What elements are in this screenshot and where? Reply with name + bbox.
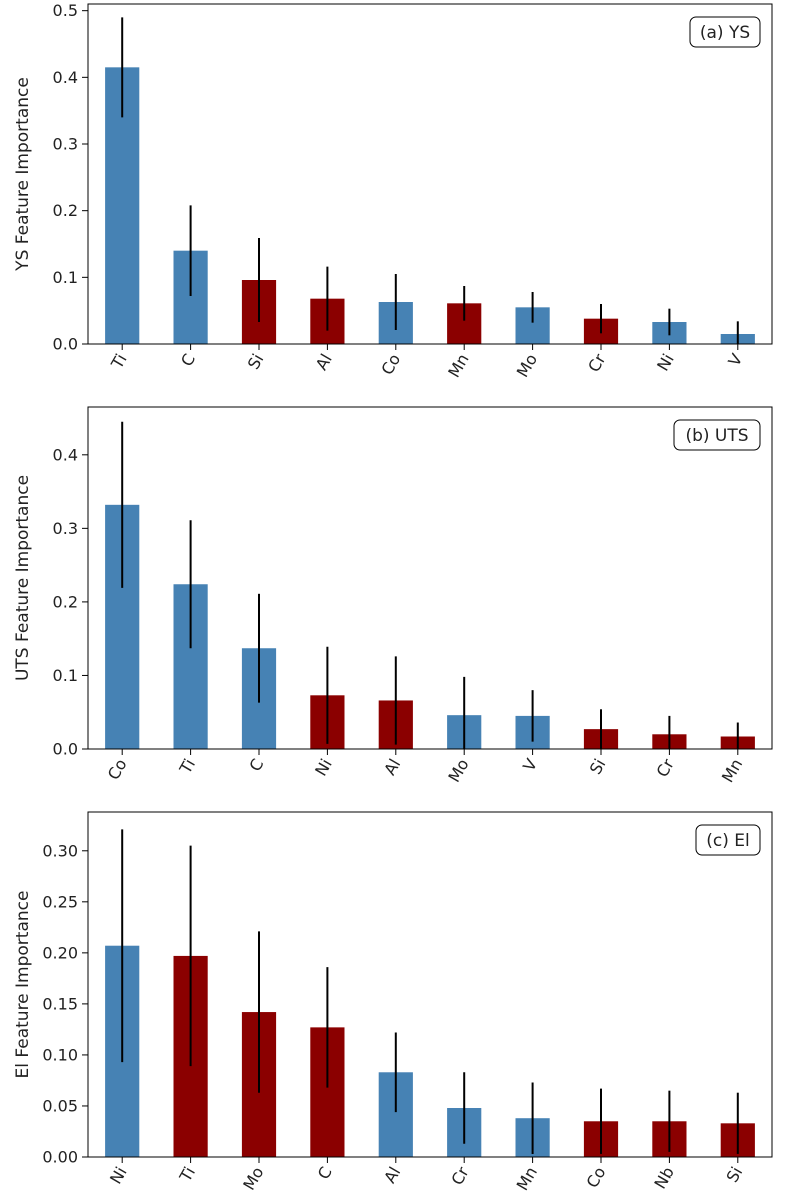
plot-frame	[87, 406, 773, 750]
y-axis-title: El Feature Importance	[13, 891, 33, 1079]
y-tick-label: 0.20	[42, 943, 78, 962]
y-axis-title: UTS Feature Importance	[13, 475, 33, 681]
y-tick-label: 0.3	[53, 135, 78, 154]
x-tick-label-c: C	[245, 756, 267, 775]
panel-tag: (b) UTS	[685, 426, 748, 446]
plot-frame	[87, 811, 773, 1158]
y-tick-label: 0.0	[53, 740, 78, 759]
x-tick-label-si: Si	[244, 351, 268, 373]
panel-tag-box	[695, 824, 761, 856]
x-tick-label-c: C	[314, 1164, 336, 1183]
chart-panel-a-ys: 0.0 0.1 0.2 0.3 0.4 0.5 Ti C Si Al Co Mn Mo Cr Ni V YS F…	[13, 1, 773, 381]
x-tick-label-al: Al	[312, 351, 336, 374]
x-tick-label-mn: Mn	[444, 351, 472, 381]
x-tick-label-ni: Ni	[106, 1164, 131, 1188]
x-tick-label-co: Co	[377, 351, 404, 379]
y-tick-label: 0.15	[42, 994, 78, 1013]
x-tick-label-cr: Cr	[653, 755, 679, 780]
x-tick-label-al: Al	[380, 1164, 404, 1187]
x-tick-label-co: Co	[583, 1164, 610, 1192]
y-axis-title: YS Feature Importance	[13, 77, 33, 272]
plot-frame	[87, 3, 773, 345]
chart-panel-c-el: 0.00 0.05 0.10 0.15 0.20 0.25 0.30 Ni Ti Mo C Al Cr M…	[13, 811, 773, 1194]
x-tick-label-ti: Ti	[107, 351, 131, 373]
y-tick-label: 0.30	[42, 841, 78, 860]
chart-panel-b-uts: 0.0 0.1 0.2 0.3 0.4 Co Ti C Ni Al Mo V Si Cr Mn UTS Fea…	[13, 406, 773, 786]
y-tick-label: 0.0	[53, 335, 78, 354]
y-tick-label: 0.25	[42, 892, 78, 911]
panel-tag: (c) El	[706, 831, 749, 851]
x-tick-label-c: C	[177, 351, 199, 370]
y-tick-label: 0.3	[53, 519, 78, 538]
y-tick-label: 0.05	[42, 1096, 78, 1115]
x-tick-label-ti: Ti	[175, 756, 199, 778]
x-tick-label-v: V	[724, 350, 746, 369]
y-tick-label: 0.10	[42, 1045, 78, 1064]
x-tick-label-v: V	[519, 755, 541, 774]
x-tick-label-co: Co	[104, 756, 131, 784]
y-tick-label: 0.4	[53, 445, 78, 464]
x-tick-label-mo: Mo	[513, 351, 541, 381]
x-tick-label-cr: Cr	[447, 1163, 473, 1188]
x-tick-label-cr: Cr	[584, 350, 610, 375]
y-tick-label: 0.00	[42, 1148, 78, 1167]
y-tick-label: 0.1	[53, 666, 78, 685]
x-tick-label-mo: Mo	[239, 1164, 267, 1194]
x-tick-label-al: Al	[380, 756, 404, 779]
y-tick-label: 0.5	[53, 1, 78, 20]
y-tick-label: 0.1	[53, 268, 78, 287]
panel-tag-box	[689, 16, 761, 48]
x-tick-label-si: Si	[586, 756, 610, 778]
x-tick-label-mn: Mn	[513, 1164, 541, 1194]
y-tick-label: 0.4	[53, 68, 78, 87]
x-tick-label-ni: Ni	[653, 351, 678, 375]
panel-tag-box	[673, 419, 761, 451]
x-tick-label-si: Si	[723, 1164, 747, 1186]
y-tick-label: 0.2	[53, 592, 78, 611]
x-tick-label-ni: Ni	[311, 756, 336, 780]
y-tick-label: 0.2	[53, 201, 78, 220]
x-tick-label-mn: Mn	[718, 756, 746, 786]
x-tick-label-nb: Nb	[650, 1164, 678, 1193]
x-tick-label-mo: Mo	[444, 756, 472, 786]
x-tick-label-ti: Ti	[175, 1164, 199, 1186]
panel-tag: (a) YS	[700, 23, 750, 43]
